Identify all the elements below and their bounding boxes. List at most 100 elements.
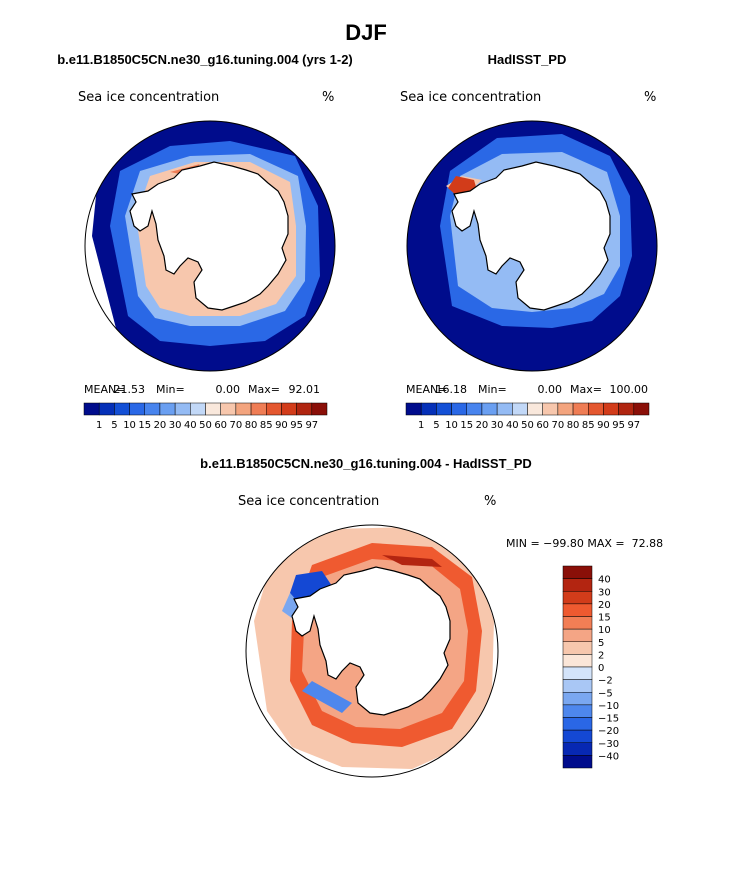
svg-text:MEAN=: MEAN= bbox=[84, 383, 125, 396]
map-border-obs bbox=[406, 120, 658, 372]
cbar-obs-swatch-12 bbox=[588, 402, 604, 416]
cbar-model-tick-label: 20 bbox=[154, 420, 167, 431]
cbar-model-swatch-14 bbox=[296, 402, 313, 416]
cbar-obs-tick-label: 15 bbox=[460, 420, 473, 431]
cbar-obs-tick-label: 5 bbox=[433, 420, 439, 431]
cbar-model-swatch-6 bbox=[174, 402, 191, 416]
cbar-obs-swatch-14 bbox=[618, 402, 635, 416]
cbar-obs-tick-label: 90 bbox=[597, 420, 610, 431]
cbar-diff-swatch-14 bbox=[562, 742, 593, 756]
cbar-diff-swatch-12 bbox=[562, 717, 593, 731]
cbar-diff-tick-label: −10 bbox=[598, 701, 619, 712]
svg-text:MEAN=: MEAN= bbox=[406, 383, 447, 396]
cbar-diff-tick-label: −20 bbox=[598, 726, 619, 737]
cbar-obs-swatch-3 bbox=[451, 402, 467, 416]
cbar-obs-tick-label: 50 bbox=[521, 420, 534, 431]
map-diff bbox=[246, 525, 498, 777]
map-obs bbox=[407, 121, 657, 371]
cbar-model-tick-label: 10 bbox=[123, 420, 136, 431]
cbar-model-swatch-7 bbox=[190, 402, 206, 416]
units-label-obs: % bbox=[644, 90, 656, 105]
cbar-diff-swatch-10 bbox=[562, 692, 593, 706]
svg-text:Max=: Max= bbox=[248, 383, 280, 396]
cbar-diff-swatch-15 bbox=[562, 755, 593, 769]
cbar-diff-tick-label: 30 bbox=[598, 587, 611, 598]
svg-text:Min=: Min= bbox=[156, 383, 185, 396]
colorbar-model: 1 5 10 15 20 30 40 50 60 70 80 85 90 95 97 bbox=[83, 402, 328, 431]
cbar-model-tick-label: 5 bbox=[111, 420, 117, 431]
panel-title-obs: HadISST_PD bbox=[488, 52, 567, 67]
cbar-diff-tick-label: −30 bbox=[598, 739, 619, 750]
cbar-obs-tick-label: 30 bbox=[491, 420, 504, 431]
cbar-obs-swatch-2 bbox=[436, 402, 452, 416]
cbar-model-tick-label: 95 bbox=[290, 420, 303, 431]
cbar-model-swatch-10 bbox=[235, 402, 252, 416]
cbar-diff-tick-label: 2 bbox=[598, 650, 604, 661]
svg-text:16.18: 16.18 bbox=[436, 383, 468, 396]
units-label-diff: % bbox=[484, 494, 496, 509]
cbar-model-swatch-12 bbox=[266, 402, 282, 416]
field-label-model: Sea ice concentration bbox=[78, 90, 219, 105]
cbar-diff-tick-label: −40 bbox=[598, 751, 619, 762]
cbar-diff-swatch-3 bbox=[562, 603, 593, 617]
svg-text:0.00: 0.00 bbox=[216, 383, 241, 396]
cbar-model-swatch-15 bbox=[311, 402, 328, 416]
panel-obs: HadISST_PD Sea ice concentration % MEAN=… bbox=[400, 52, 658, 431]
map-model bbox=[85, 121, 335, 371]
svg-text:92.01: 92.01 bbox=[289, 383, 321, 396]
cbar-model-swatch-1 bbox=[98, 402, 115, 416]
cbar-model-tick-label: 85 bbox=[260, 420, 273, 431]
cbar-diff-swatch-1 bbox=[562, 578, 593, 592]
cbar-model-swatch-8 bbox=[205, 402, 221, 416]
cbar-diff-tick-label: 15 bbox=[598, 613, 611, 624]
cbar-model-tick-label: 70 bbox=[230, 420, 243, 431]
panel-title-model: b.e11.B1850C5CN.ne30_g16.tuning.004 (yrs… bbox=[57, 52, 353, 67]
cbar-model-tick-label: 50 bbox=[199, 420, 212, 431]
cbar-model-tick-label: 40 bbox=[184, 420, 197, 431]
panel-diff: b.e11.B1850C5CN.ne30_g16.tuning.004 - Ha… bbox=[200, 456, 663, 778]
cbar-diff-tick-label: −15 bbox=[598, 714, 619, 725]
cbar-obs-tick-label: 20 bbox=[476, 420, 489, 431]
map-border-model bbox=[84, 120, 336, 372]
diff-ross-blue bbox=[302, 681, 352, 713]
cbar-model-tick-label: 1 bbox=[96, 420, 102, 431]
cbar-obs-tick-label: 40 bbox=[506, 420, 519, 431]
cbar-obs-tick-label: 70 bbox=[552, 420, 565, 431]
cbar-obs-tick-label: 85 bbox=[582, 420, 595, 431]
cbar-obs-swatch-6 bbox=[496, 402, 513, 416]
diff-band-dark-red bbox=[382, 555, 442, 567]
cbar-obs-tick-label: 80 bbox=[567, 420, 580, 431]
cbar-model-swatch-11 bbox=[250, 402, 267, 416]
cbar-obs-swatch-11 bbox=[572, 402, 589, 416]
cbar-model-swatch-3 bbox=[129, 402, 145, 416]
cbar-diff-swatch-0 bbox=[562, 565, 593, 579]
cbar-obs-tick-label: 97 bbox=[627, 420, 640, 431]
cbar-model-tick-label: 60 bbox=[214, 420, 227, 431]
cbar-obs-swatch-15 bbox=[633, 402, 650, 416]
svg-text:Min=: Min= bbox=[478, 383, 507, 396]
field-label-obs: Sea ice concentration bbox=[400, 90, 541, 105]
cbar-obs-swatch-7 bbox=[512, 402, 528, 416]
cbar-model-tick-label: 97 bbox=[305, 420, 318, 431]
cbar-diff-tick-label: −5 bbox=[598, 688, 613, 699]
cbar-obs-swatch-0 bbox=[405, 402, 422, 416]
cbar-diff-swatch-9 bbox=[562, 679, 593, 693]
cbar-model-swatch-5 bbox=[159, 402, 176, 416]
cbar-obs-swatch-9 bbox=[542, 402, 559, 416]
cbar-model-tick-label: 90 bbox=[275, 420, 288, 431]
cbar-model-swatch-9 bbox=[220, 402, 237, 416]
cbar-diff-swatch-4 bbox=[562, 616, 593, 630]
cbar-obs-swatch-10 bbox=[557, 402, 574, 416]
cbar-diff-swatch-11 bbox=[562, 704, 593, 718]
cbar-obs-swatch-4 bbox=[466, 402, 483, 416]
cbar-diff-tick-label: −2 bbox=[598, 676, 613, 687]
cbar-obs-swatch-5 bbox=[481, 402, 498, 416]
svg-text:0.00: 0.00 bbox=[538, 383, 563, 396]
svg-text:Max=: Max= bbox=[570, 383, 602, 396]
cbar-obs-tick-label: 95 bbox=[612, 420, 625, 431]
svg-text:21.53: 21.53 bbox=[114, 383, 146, 396]
stats-obs: MEAN= 16.18 Min= 0.00 Max= 100.00 bbox=[406, 383, 648, 396]
colorbar-obs: 1 5 10 15 20 30 40 50 60 70 80 85 90 95 97 bbox=[405, 402, 650, 431]
